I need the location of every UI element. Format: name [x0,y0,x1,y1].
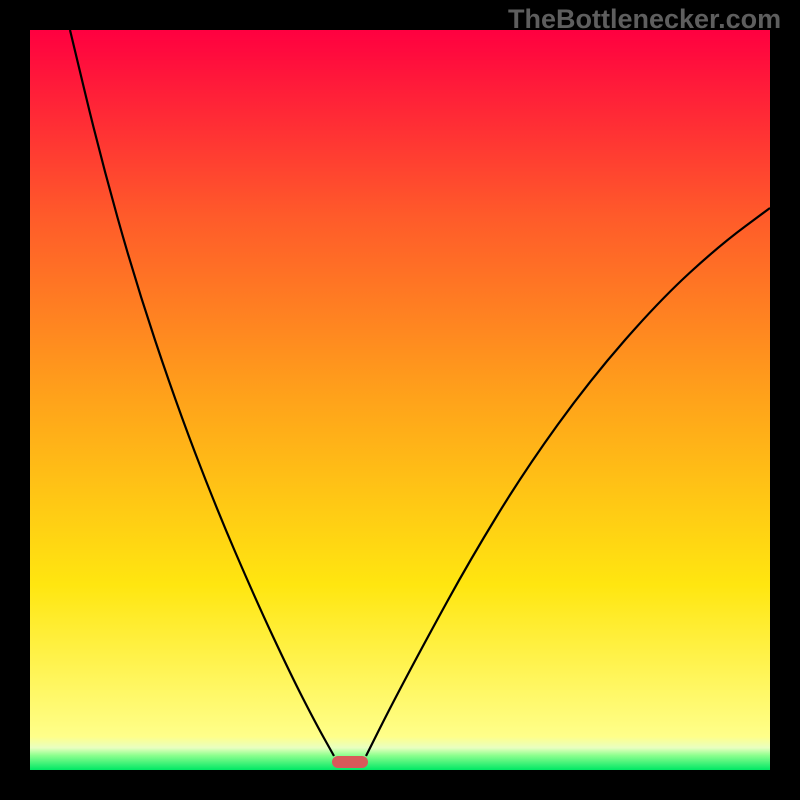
bottom-marker [0,0,800,800]
bottom-marker-rect [332,756,368,768]
